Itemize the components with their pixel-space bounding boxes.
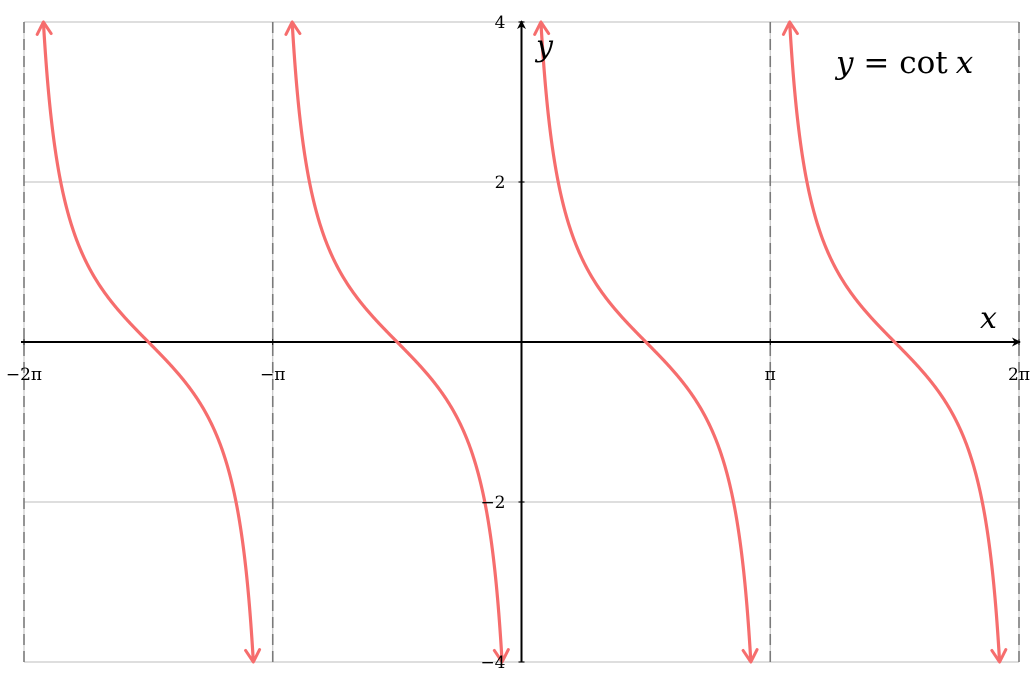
labels: −2π −π π 2π 4 2 −2 −4: [6, 13, 1030, 673]
x-tick-label: −2π: [6, 365, 42, 385]
x-axis-label: x: [980, 301, 997, 336]
cot-branch: [788, 21, 1002, 663]
arrow-down-icon: [741, 648, 759, 664]
equation-arg: x: [956, 45, 974, 81]
axes: [21, 20, 1021, 663]
arrow-up-icon: [35, 20, 53, 36]
y-tick-label: −4: [480, 653, 505, 673]
curves: [35, 20, 1008, 664]
y-tick-label: 2: [495, 173, 506, 193]
arrow-down-icon: [244, 648, 262, 664]
y-tick-label: 4: [495, 13, 506, 33]
cot-branch: [290, 21, 504, 663]
equation-operator: =: [854, 45, 900, 81]
cot-branch: [41, 21, 255, 663]
x-tick-label: π: [765, 365, 776, 385]
x-tick-label: 2π: [1008, 365, 1030, 385]
y-axis-label: y: [534, 29, 554, 64]
arrow-up-icon: [284, 20, 302, 36]
equation-func: cot: [899, 45, 948, 81]
arrow-up-icon: [781, 20, 799, 36]
y-tick-label: −2: [480, 493, 505, 513]
arrow-up-icon: [533, 20, 551, 36]
equation-lhs: y: [834, 45, 854, 81]
equation-label: y = cot x: [834, 45, 974, 81]
cot-branch: [539, 21, 753, 663]
x-tick-label: −π: [260, 365, 285, 385]
arrow-down-icon: [492, 648, 510, 664]
arrow-down-icon: [990, 648, 1008, 664]
